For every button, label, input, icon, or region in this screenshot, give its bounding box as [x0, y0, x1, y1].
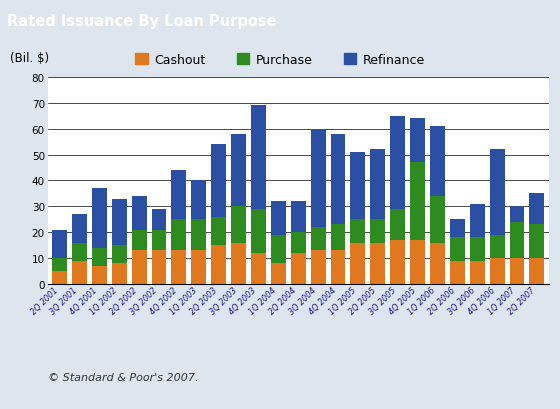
Bar	[450, 220, 465, 238]
Bar	[489, 235, 505, 258]
Bar	[430, 243, 445, 284]
Bar	[152, 230, 166, 251]
Bar	[171, 220, 186, 251]
Bar	[231, 207, 246, 243]
Bar	[410, 240, 425, 284]
Bar	[330, 251, 346, 284]
Text: Rated Issuance By Loan Purpose: Rated Issuance By Loan Purpose	[7, 14, 276, 29]
Bar	[271, 202, 286, 235]
Bar	[132, 196, 147, 230]
Bar	[72, 261, 87, 284]
Bar	[291, 233, 306, 253]
Bar	[52, 258, 67, 271]
Bar	[510, 258, 524, 284]
Bar	[370, 243, 385, 284]
Bar	[251, 253, 266, 284]
Bar	[330, 135, 346, 225]
Bar	[510, 207, 524, 222]
Bar	[410, 119, 425, 163]
Bar	[251, 209, 266, 253]
Bar	[171, 171, 186, 220]
Bar	[470, 204, 484, 238]
Bar	[510, 222, 524, 258]
Bar	[211, 217, 226, 245]
Bar	[351, 243, 365, 284]
Bar	[192, 181, 206, 220]
Bar	[132, 230, 147, 251]
Bar	[92, 248, 107, 266]
Bar	[72, 215, 87, 243]
Bar	[489, 258, 505, 284]
Bar	[351, 220, 365, 243]
Bar	[211, 245, 226, 284]
Bar	[370, 220, 385, 243]
Bar	[311, 251, 325, 284]
Bar	[92, 189, 107, 248]
Bar	[171, 251, 186, 284]
Bar	[529, 225, 544, 258]
Bar	[211, 145, 226, 217]
Bar	[351, 153, 365, 220]
Bar	[470, 261, 484, 284]
Bar	[390, 240, 405, 284]
Bar	[430, 127, 445, 196]
Bar	[330, 225, 346, 251]
Bar	[390, 117, 405, 209]
Bar	[311, 227, 325, 251]
Bar	[271, 235, 286, 263]
Text: © Standard & Poor's 2007.: © Standard & Poor's 2007.	[48, 372, 198, 382]
Bar	[529, 258, 544, 284]
Bar	[410, 163, 425, 240]
Bar	[152, 251, 166, 284]
Bar	[52, 271, 67, 284]
Bar	[450, 238, 465, 261]
Bar	[251, 106, 266, 209]
Bar	[370, 150, 385, 220]
Bar	[470, 238, 484, 261]
Bar	[112, 199, 127, 245]
Bar	[92, 266, 107, 284]
Bar	[132, 251, 147, 284]
Bar	[311, 129, 325, 227]
Bar	[192, 220, 206, 251]
Bar	[430, 196, 445, 243]
Bar	[231, 135, 246, 207]
Bar	[390, 209, 405, 240]
Bar	[112, 263, 127, 284]
Bar	[112, 245, 127, 263]
Bar	[291, 253, 306, 284]
Bar	[489, 150, 505, 235]
Bar	[231, 243, 246, 284]
Bar	[192, 251, 206, 284]
Bar	[450, 261, 465, 284]
Bar	[152, 209, 166, 230]
Bar	[529, 194, 544, 225]
Text: (Bil. $): (Bil. $)	[10, 52, 49, 65]
Bar	[291, 202, 306, 233]
Legend: Cashout, Purchase, Refinance: Cashout, Purchase, Refinance	[130, 49, 430, 72]
Bar	[271, 263, 286, 284]
Bar	[52, 230, 67, 258]
Bar	[72, 243, 87, 261]
